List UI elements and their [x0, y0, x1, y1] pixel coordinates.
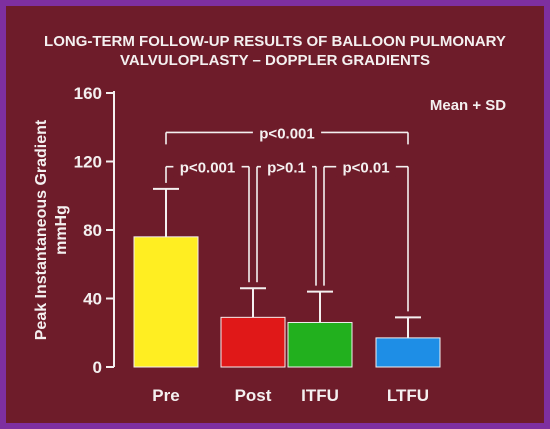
y-axis-unit: mmHg — [53, 205, 70, 255]
chart-svg: LONG-TERM FOLLOW-UP RESULTS OF BALLOON P… — [33, 33, 506, 405]
y-axis-label: Peak Instantaneous Gradient — [33, 119, 50, 340]
sig-label-2: p>0.1 — [267, 160, 306, 177]
y-tick-label-2: 80 — [83, 221, 102, 240]
sig-label-bg-0 — [252, 122, 322, 143]
bar-pre — [133, 236, 199, 368]
plot-area: 0 40 80 120 160 Pre Post ITFU LTFU p<0.001 p<0.001… — [74, 84, 441, 405]
y-tick-label-0: 0 — [93, 358, 102, 377]
y-tick-label-1: 40 — [83, 290, 102, 309]
sig-label-bg-3 — [336, 156, 396, 177]
legend-note: Mean + SD — [430, 97, 506, 114]
chart-slide: LONG-TERM FOLLOW-UP RESULTS OF BALLOON P… — [6, 6, 544, 423]
y-tick-label-4: 160 — [74, 84, 102, 103]
y-tick-label-3: 120 — [74, 153, 102, 172]
bar-ltfu — [375, 337, 441, 368]
chart-subtitle: VALVULOPLASTY – DOPPLER GRADIENTS — [120, 52, 430, 69]
category-label-0: Pre — [152, 386, 179, 405]
chart-title: LONG-TERM FOLLOW-UP RESULTS OF BALLOON P… — [44, 33, 506, 50]
sig-label-1: p<0.001 — [180, 160, 235, 177]
sig-label-3: p<0.01 — [342, 160, 389, 177]
category-label-3: LTFU — [387, 386, 429, 405]
bar-post — [220, 316, 286, 368]
category-label-1: Post — [235, 386, 272, 405]
sig-label-0: p<0.001 — [259, 125, 314, 142]
sig-label-bg-1 — [173, 156, 242, 177]
category-label-2: ITFU — [301, 386, 339, 405]
bar-itfu — [287, 321, 353, 368]
sig-label-bg-2 — [261, 156, 312, 177]
